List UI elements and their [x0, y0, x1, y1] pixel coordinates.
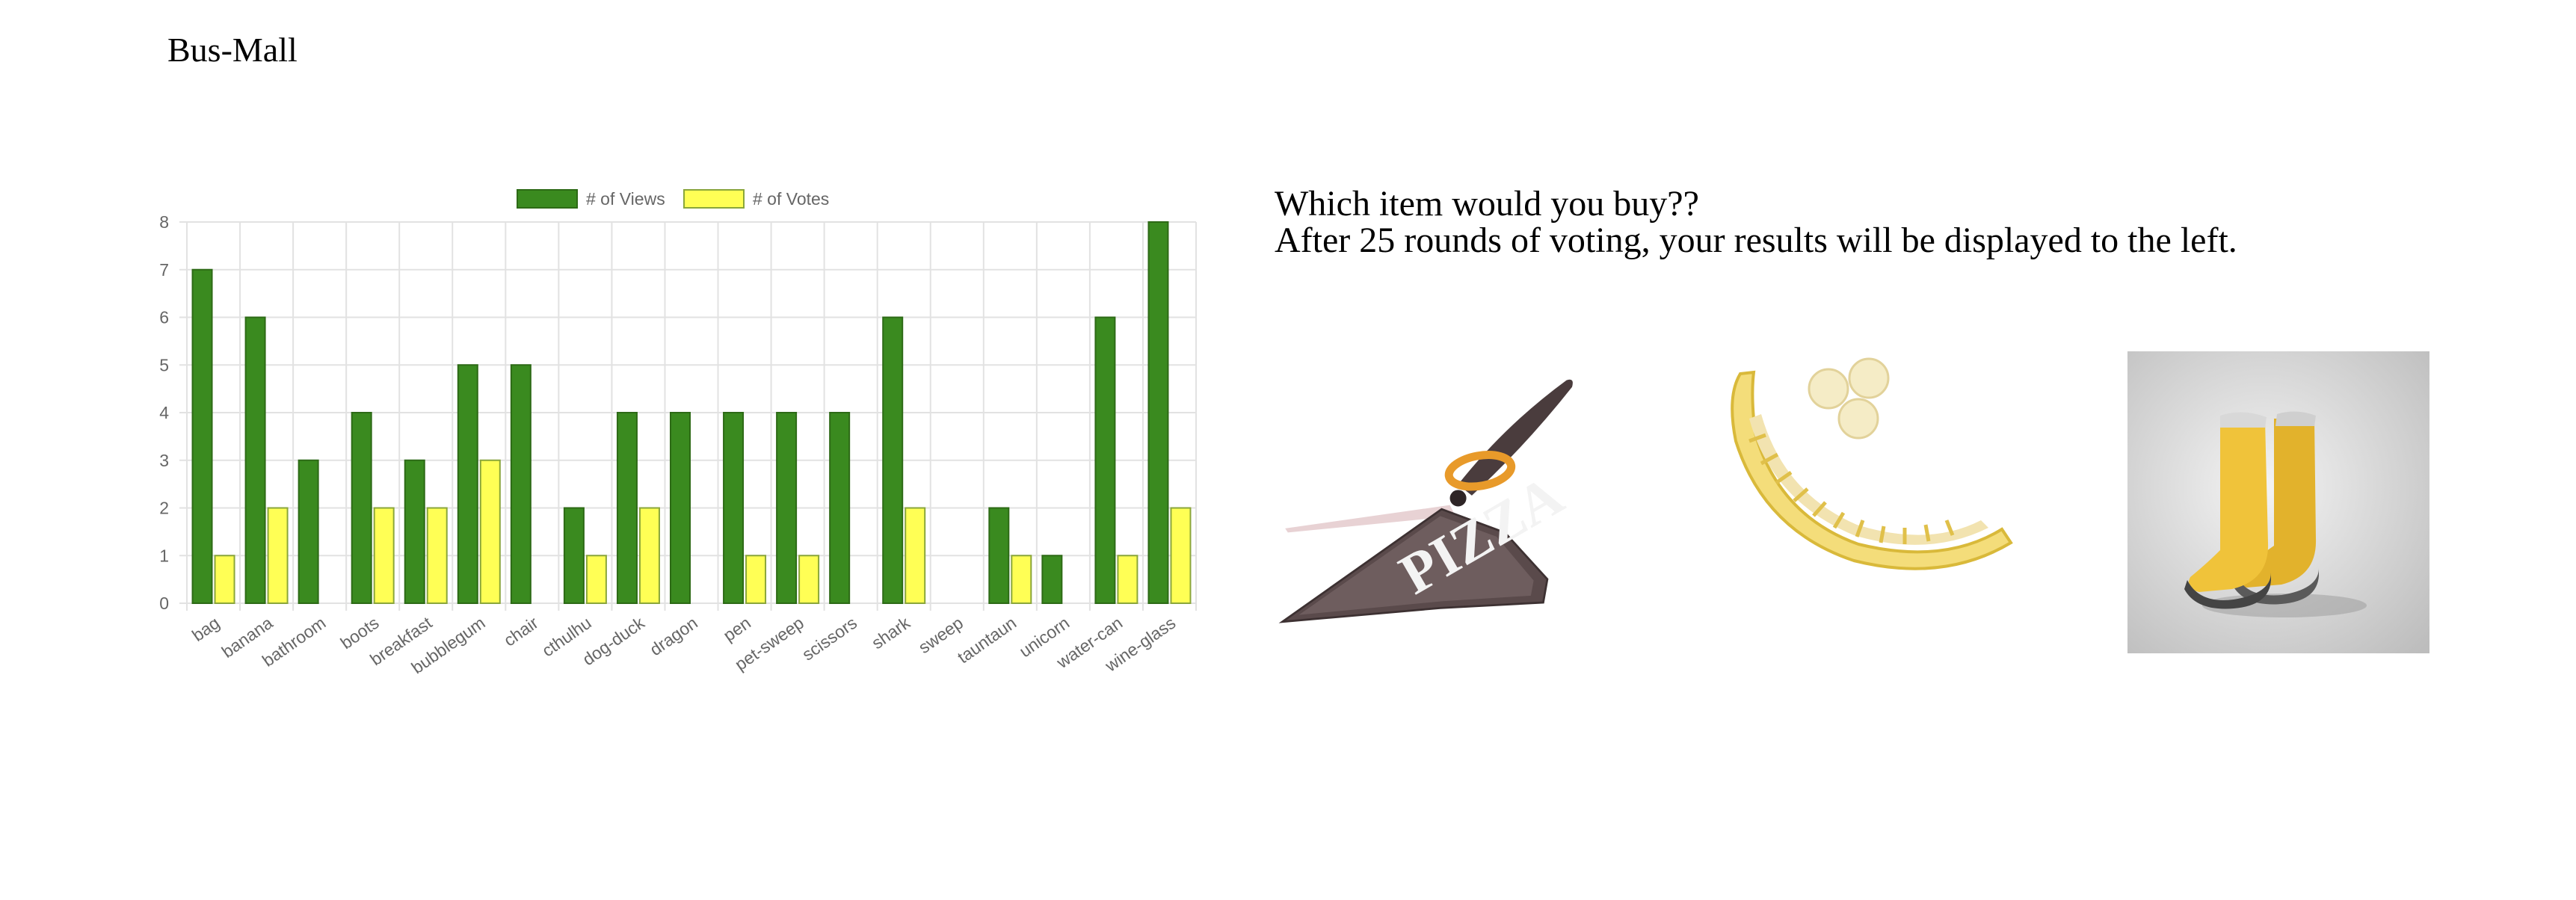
- votes-bar-bag[interactable]: [214, 555, 235, 604]
- views-bar-tauntaun[interactable]: [988, 507, 1010, 604]
- product-option-boots[interactable]: [2127, 351, 2429, 653]
- y-tick-label: 2: [159, 499, 169, 518]
- chart-grid: [179, 221, 1197, 611]
- views-bar-bubblegum[interactable]: [457, 364, 478, 604]
- views-bar-dog-duck[interactable]: [616, 412, 638, 604]
- votes-bar-bubblegum[interactable]: [479, 459, 501, 604]
- views-bar-chair[interactable]: [510, 364, 531, 604]
- views-bar-bathroom[interactable]: [298, 459, 319, 604]
- voting-prompt: Which item would you buy?? After 25 roun…: [1275, 185, 2237, 259]
- views-bar-pen[interactable]: [723, 412, 745, 604]
- views-bar-boots[interactable]: [351, 412, 372, 604]
- chart-legend[interactable]: # of Views # of Votes: [517, 189, 829, 209]
- views-bar-banana[interactable]: [244, 316, 266, 604]
- votes-bar-breakfast[interactable]: [426, 507, 448, 604]
- x-tick-label-dragon: dragon: [646, 613, 701, 659]
- votes-bar-banana[interactable]: [267, 507, 289, 604]
- page-title: Bus-Mall: [167, 31, 298, 69]
- chart-y-ticks: 0 1 2 3 4 5 6 7 8: [159, 212, 169, 613]
- views-bar-scissors[interactable]: [829, 412, 851, 604]
- views-bar-breakfast[interactable]: [404, 459, 425, 604]
- prompt-question: Which item would you buy??: [1275, 184, 1699, 224]
- results-chart: 0 1 2 3 4 5 6 7 8 bag banana bathroom boots breakfas…: [135, 172, 1211, 695]
- views-bar-water-can[interactable]: [1094, 316, 1116, 604]
- y-tick-label: 5: [159, 355, 169, 375]
- votes-bar-shark[interactable]: [905, 507, 926, 604]
- votes-bar-pen[interactable]: [745, 555, 767, 604]
- y-tick-label: 7: [159, 260, 169, 280]
- chart-bars: [191, 221, 1192, 604]
- votes-bar-boots[interactable]: [373, 507, 395, 604]
- pizza-scissors-image[interactable]: PIZZA: [1278, 351, 1580, 653]
- x-tick-label-scissors: scissors: [798, 613, 860, 665]
- y-tick-label: 0: [159, 594, 169, 613]
- banana-slicer-image[interactable]: [1719, 351, 2021, 653]
- votes-bar-water-can[interactable]: [1117, 555, 1138, 604]
- votes-bar-tauntaun[interactable]: [1011, 555, 1032, 604]
- y-tick-label: 8: [159, 212, 169, 232]
- views-bar-cthulhu[interactable]: [563, 507, 585, 604]
- legend-swatch-views[interactable]: [517, 189, 578, 209]
- product-option-scissors[interactable]: PIZZA: [1278, 351, 1580, 653]
- votes-bar-dog-duck[interactable]: [638, 507, 660, 604]
- views-bar-shark[interactable]: [882, 316, 904, 604]
- y-tick-label: 3: [159, 451, 169, 470]
- legend-label-votes[interactable]: # of Votes: [753, 189, 829, 209]
- legend-swatch-votes[interactable]: [683, 189, 745, 209]
- views-bar-pet-sweep[interactable]: [776, 412, 798, 604]
- views-bar-bag[interactable]: [191, 268, 213, 604]
- x-tick-label-chair: chair: [500, 613, 542, 650]
- legend-label-views[interactable]: # of Views: [586, 189, 665, 209]
- views-bar-unicorn[interactable]: [1041, 555, 1063, 604]
- y-tick-label: 6: [159, 308, 169, 327]
- product-option-banana[interactable]: [1719, 351, 2021, 653]
- x-tick-label-bag: bag: [188, 613, 223, 645]
- views-bar-dragon[interactable]: [670, 412, 691, 604]
- y-tick-label: 4: [159, 403, 169, 422]
- prompt-instructions: After 25 rounds of voting, your results …: [1275, 221, 2237, 260]
- x-tick-label-tauntaun: tauntaun: [954, 613, 1020, 668]
- y-tick-label: 1: [159, 546, 169, 565]
- yellow-rain-boots-image[interactable]: [2127, 351, 2429, 653]
- x-tick-label-shark: shark: [868, 613, 913, 653]
- votes-bar-wine-glass[interactable]: [1170, 507, 1192, 604]
- votes-bar-cthulhu[interactable]: [585, 555, 607, 604]
- views-bar-wine-glass[interactable]: [1147, 221, 1169, 604]
- x-tick-label-pen: pen: [720, 613, 754, 645]
- votes-bar-pet-sweep[interactable]: [798, 555, 820, 604]
